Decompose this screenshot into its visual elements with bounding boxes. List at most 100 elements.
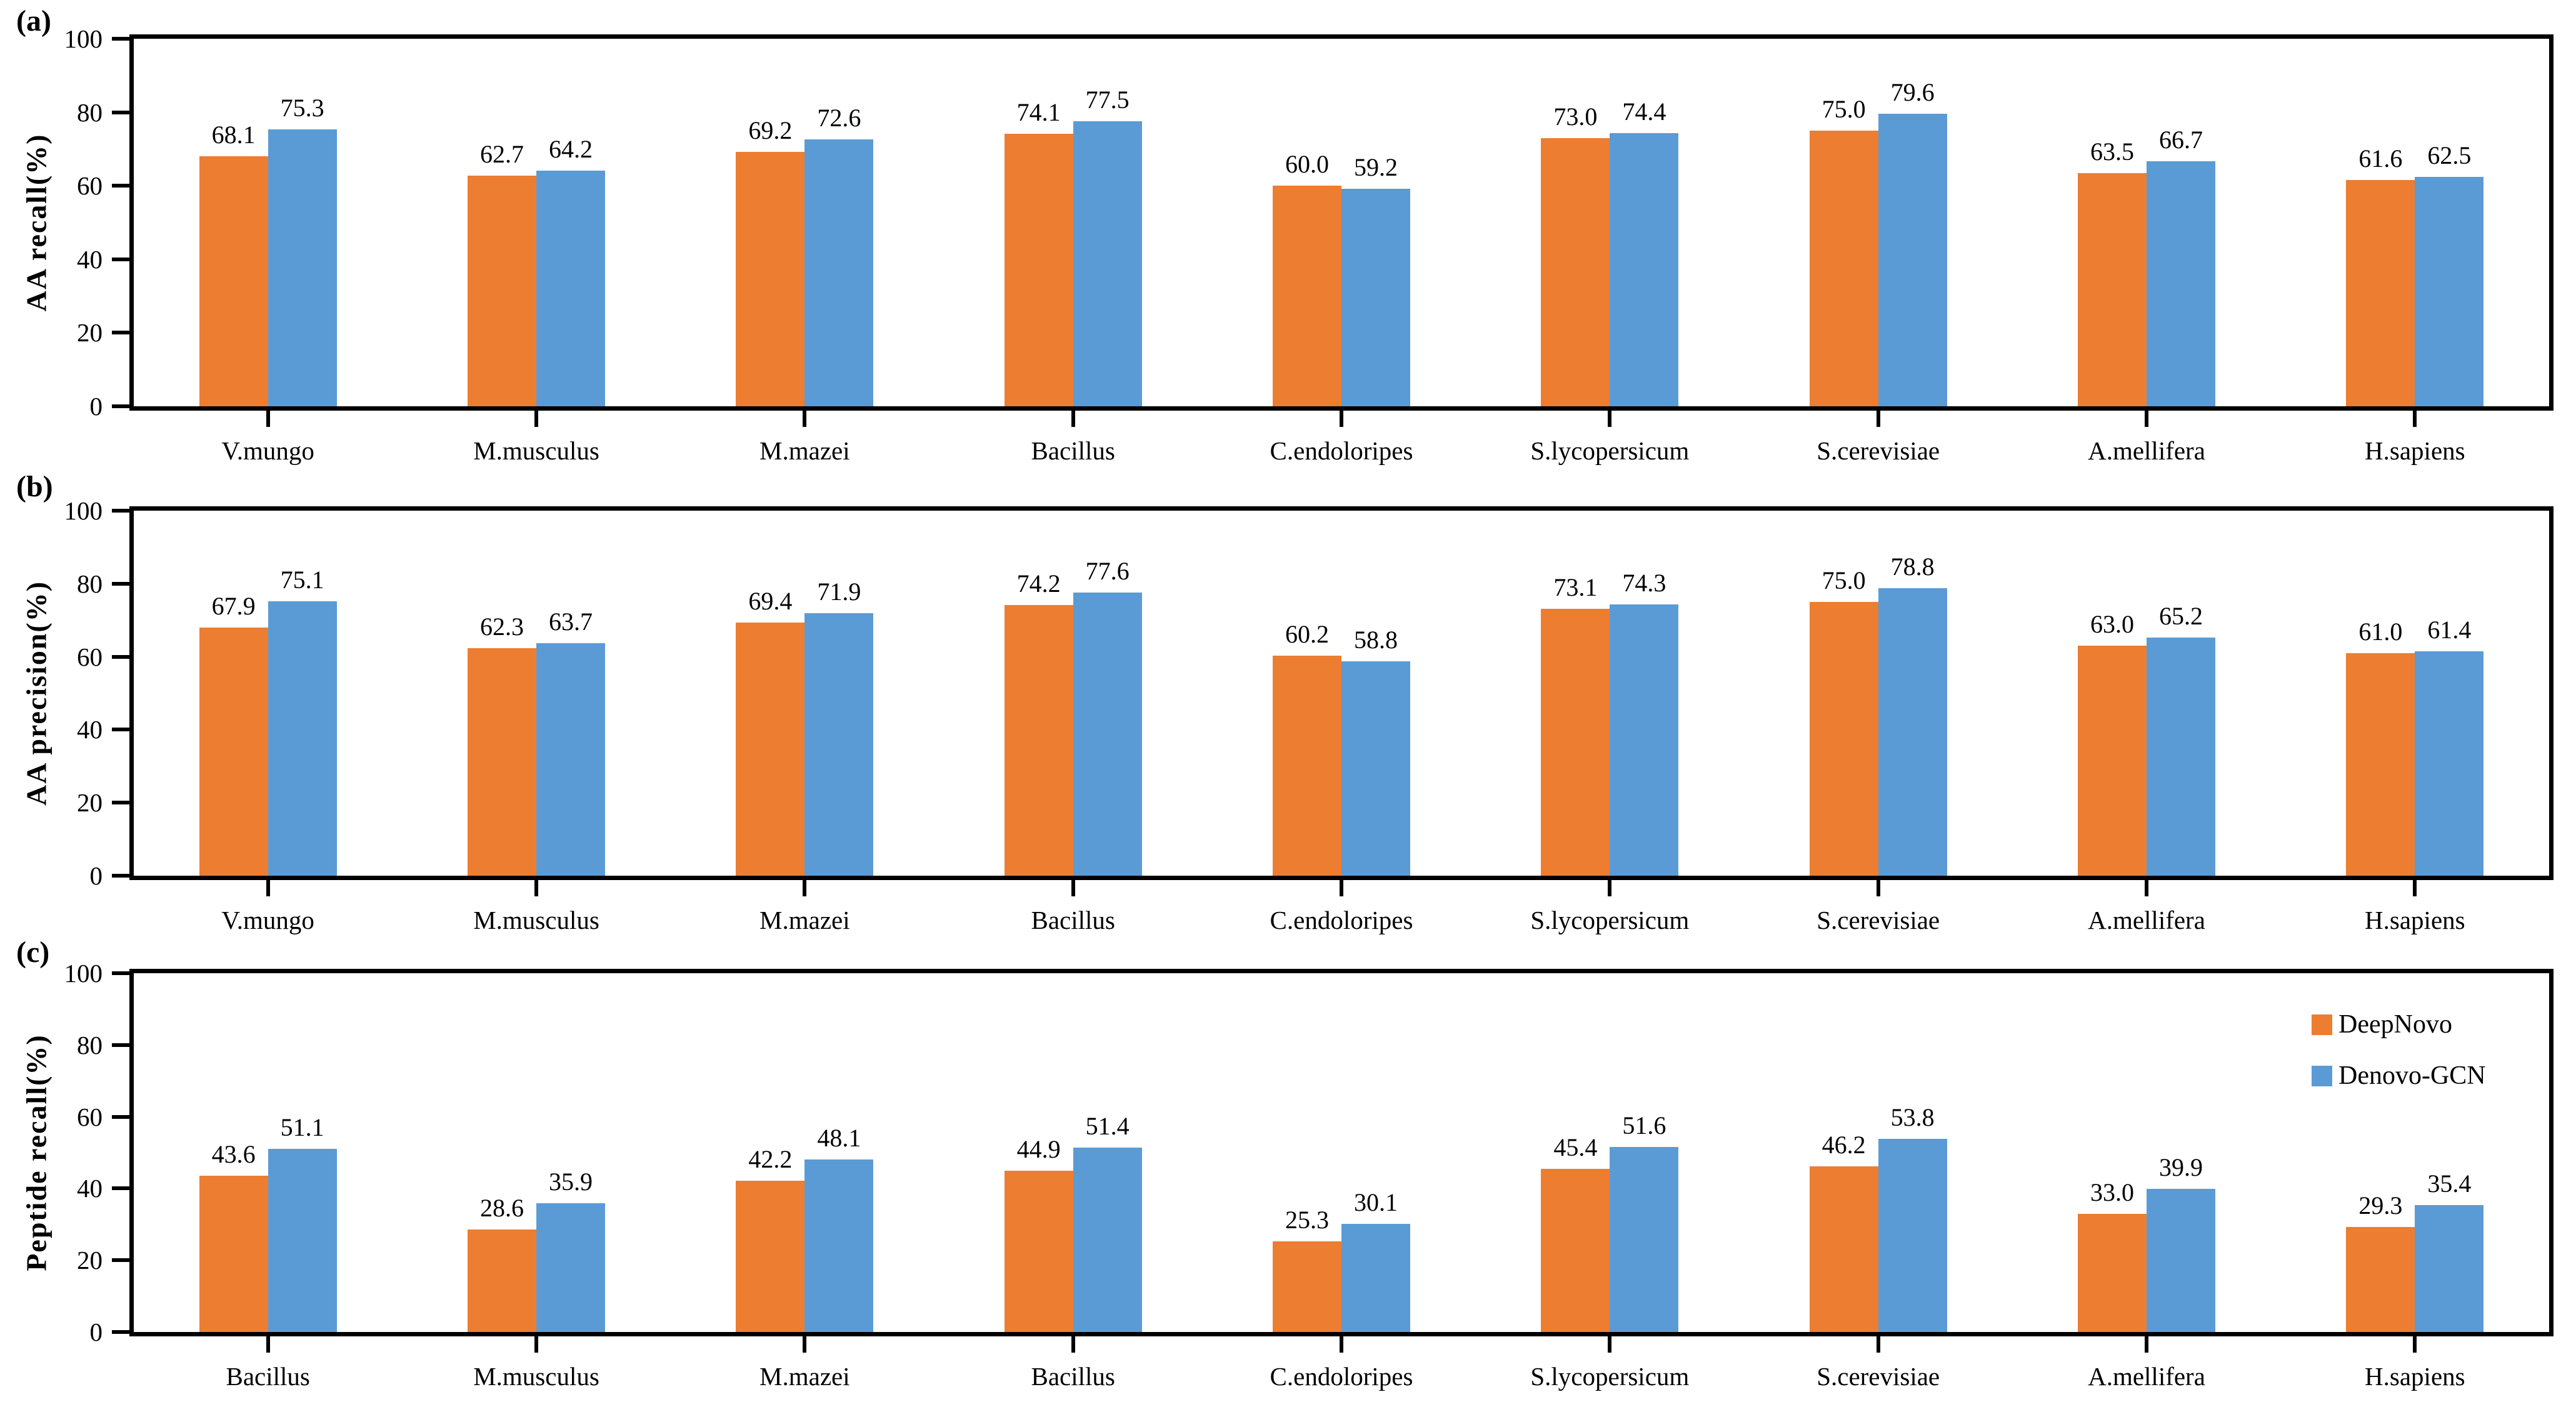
bar-deepnovo (736, 1180, 805, 1332)
x-tick-mark (266, 411, 270, 427)
bar-denovo-gcn (804, 613, 874, 876)
category-label: S.cerevisiae (1817, 906, 1940, 934)
bar-value-label: 66.7 (2159, 125, 2203, 154)
category-label: H.sapiens (2365, 436, 2465, 465)
y-tick-label: 40 (77, 1174, 103, 1203)
bar-denovo-gcn (1341, 661, 1410, 876)
x-tick-mark (1071, 1336, 1075, 1353)
legend-label: DeepNovo (2338, 1010, 2452, 1039)
bar-value-label: 69.4 (748, 586, 793, 615)
bar-deepnovo (1273, 656, 1341, 876)
bar-value-label: 77.5 (1085, 86, 1130, 114)
x-tick-mark (1876, 880, 1880, 896)
bar-value-label: 48.1 (817, 1123, 861, 1152)
bar-denovo-gcn (1610, 604, 1679, 876)
y-axis-title: AA precision(%) (20, 580, 53, 806)
category-label: A.mellifera (2088, 436, 2205, 465)
bar-denovo-gcn (268, 129, 337, 406)
bar-deepnovo (2346, 653, 2415, 876)
y-tick-mark (112, 971, 129, 975)
y-tick-mark (112, 1258, 129, 1263)
bar-value-label: 75.3 (280, 94, 324, 123)
bar-value-label: 60.2 (1285, 620, 1329, 649)
x-tick-mark (534, 880, 538, 896)
bar-deepnovo (2078, 173, 2147, 406)
bar-value-label: 51.4 (1085, 1111, 1130, 1140)
bar-deepnovo (2078, 646, 2147, 876)
plot-area: 67.9 75.1 62.3 63.7 69.4 71.9 74.2 77.6 60.2 58.8… (129, 506, 2553, 880)
category-label: M.mazei (759, 1362, 850, 1391)
bar-deepnovo (1809, 131, 1878, 406)
bar-value-label: 51.6 (1622, 1111, 1666, 1139)
y-tick-mark (112, 1043, 129, 1047)
y-tick-label: 0 (89, 392, 103, 421)
bar-value-label: 62.5 (2427, 141, 2472, 169)
bar-denovo-gcn (2415, 176, 2484, 406)
bar-value-label: 30.1 (1354, 1188, 1398, 1217)
category-label: M.mazei (759, 906, 850, 934)
panel-label: (b) (16, 470, 53, 503)
y-tick-label: 60 (77, 171, 103, 201)
bar-value-label: 25.3 (1285, 1205, 1329, 1234)
y-tick-label: 100 (64, 24, 103, 53)
bar-value-label: 75.0 (1822, 566, 1866, 594)
y-tick-mark (112, 1330, 129, 1334)
bar-value-label: 79.6 (1890, 78, 1935, 106)
x-tick-mark (2145, 1336, 2148, 1353)
bar-deepnovo (199, 628, 268, 876)
x-tick-mark (803, 880, 807, 896)
bar-value-label: 39.9 (2159, 1153, 2203, 1181)
bar-denovo-gcn (1878, 1139, 1947, 1332)
y-tick-mark (112, 801, 129, 805)
x-tick-mark (2413, 1336, 2417, 1353)
category-label: H.sapiens (2365, 1362, 2465, 1391)
y-tick-label: 20 (77, 318, 103, 348)
x-tick-mark (803, 1336, 807, 1353)
bar-denovo-gcn (268, 601, 337, 876)
bar-deepnovo (2078, 1213, 2147, 1332)
bar-value-label: 69.2 (748, 116, 793, 145)
x-tick-mark (1340, 1336, 1343, 1353)
category-label: A.mellifera (2088, 1362, 2205, 1391)
category-label: S.lycopersicum (1530, 906, 1690, 934)
bar-value-label: 63.7 (549, 608, 593, 636)
plot-area: 68.1 75.3 62.7 64.2 69.2 72.6 74.1 77.5 60.0 59.2… (129, 34, 2553, 411)
category-label: V.mungo (221, 436, 314, 465)
x-tick-mark (266, 880, 270, 896)
legend-label: Denovo-GCN (2338, 1061, 2486, 1090)
category-label: Bacillus (1031, 906, 1115, 934)
bar-denovo-gcn (804, 139, 874, 406)
panel-label: (c) (16, 936, 50, 969)
category-label: M.mazei (759, 436, 850, 465)
x-tick-mark (1608, 880, 1612, 896)
bar-value-label: 53.8 (1890, 1103, 1935, 1132)
bar-deepnovo (468, 1229, 536, 1332)
bar-value-label: 68.1 (211, 120, 256, 149)
bar-value-label: 63.5 (2090, 137, 2134, 166)
y-tick-mark (112, 404, 129, 408)
x-tick-mark (1071, 411, 1075, 427)
y-tick-label: 0 (89, 1318, 103, 1346)
bar-value-label: 60.0 (1285, 150, 1329, 179)
legend-item-denovo-gcn: Denovo-GCN (2312, 1063, 2486, 1089)
category-label: M.musculus (473, 1362, 599, 1391)
bar-value-label: 28.6 (480, 1193, 524, 1222)
y-tick-mark (112, 728, 129, 732)
y-tick-mark (112, 1114, 129, 1119)
y-tick-mark (112, 874, 129, 878)
bar-deepnovo (1004, 604, 1073, 876)
x-tick-mark (266, 1336, 270, 1353)
bar-denovo-gcn (1341, 1224, 1410, 1332)
y-tick-label: 0 (89, 861, 103, 890)
bar-value-label: 62.7 (480, 140, 524, 169)
bar-deepnovo (199, 1175, 268, 1332)
bar-value-label: 43.6 (211, 1139, 256, 1168)
x-tick-mark (534, 1336, 538, 1353)
category-label: V.mungo (221, 906, 314, 934)
bar-value-label: 46.2 (1822, 1130, 1866, 1159)
bar-deepnovo (1004, 134, 1073, 406)
bar-value-label: 35.4 (2427, 1169, 2472, 1198)
category-label: C.endoloripes (1270, 1362, 1413, 1391)
category-label: M.musculus (473, 906, 599, 934)
